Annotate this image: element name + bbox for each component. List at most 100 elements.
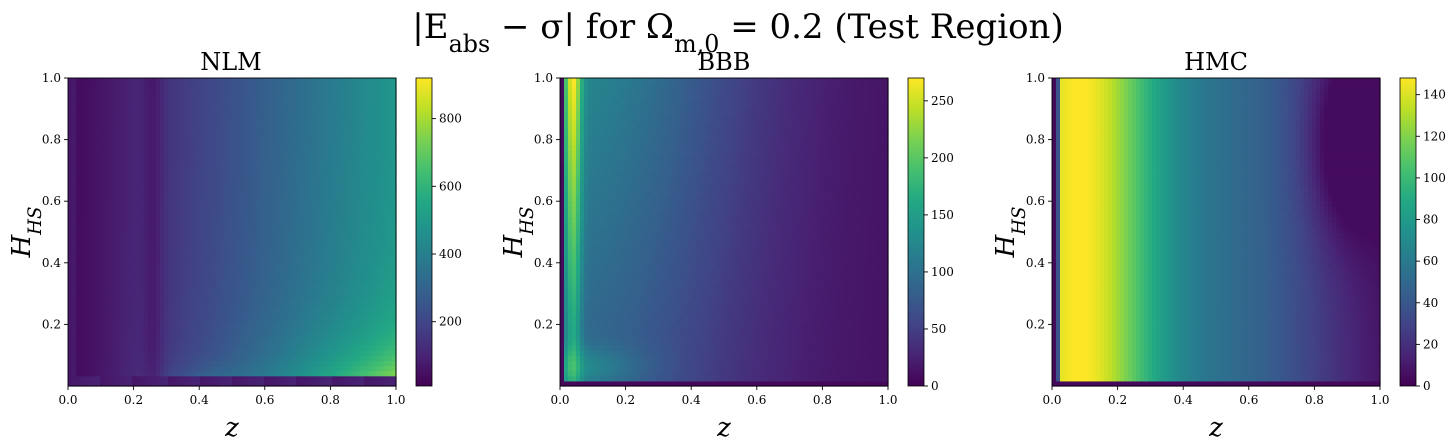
heatmap-cell xyxy=(204,242,209,248)
heatmap-cell xyxy=(88,355,93,361)
heatmap-cell xyxy=(212,288,217,295)
heatmap-cell xyxy=(164,206,169,213)
heatmap-cell xyxy=(272,314,277,320)
heatmap-cell xyxy=(108,334,113,341)
heatmap-cell xyxy=(232,344,237,351)
heatmap-cell xyxy=(332,303,337,310)
heatmap-cell xyxy=(68,196,73,202)
heatmap-cell xyxy=(244,252,249,259)
heatmap-cell xyxy=(560,334,565,341)
heatmap-cell xyxy=(160,190,165,197)
heatmap-cell xyxy=(340,334,345,341)
heatmap-cell xyxy=(340,196,345,202)
heatmap-cell xyxy=(128,273,133,279)
heatmap-cell xyxy=(372,288,377,295)
heatmap-cell xyxy=(300,365,305,372)
heatmap-cell xyxy=(152,165,157,171)
heatmap-cell xyxy=(112,242,117,248)
heatmap-cell xyxy=(124,334,129,341)
heatmap-cell xyxy=(80,237,85,243)
heatmap-cell xyxy=(372,242,377,248)
heatmap-cell xyxy=(208,196,213,202)
heatmap-cell xyxy=(192,257,197,264)
heatmap-cell xyxy=(164,175,169,182)
heatmap-cell xyxy=(156,119,161,125)
heatmap-cell xyxy=(172,170,177,177)
heatmap-cell xyxy=(372,355,377,361)
heatmap-cell xyxy=(156,201,161,207)
heatmap-cell xyxy=(68,334,73,341)
heatmap-cell xyxy=(76,232,81,238)
heatmap-cell xyxy=(344,355,349,361)
heatmap-cell xyxy=(308,247,313,254)
heatmap-cell xyxy=(348,206,353,213)
heatmap-cell xyxy=(176,155,181,161)
heatmap-cell xyxy=(68,365,73,372)
heatmap-cell xyxy=(92,283,97,290)
heatmap-cell xyxy=(240,201,245,207)
heatmap-cell xyxy=(332,226,337,233)
heatmap-cell xyxy=(164,288,169,295)
heatmap-cell xyxy=(196,129,201,136)
heatmap-cell xyxy=(212,180,217,187)
heatmap-cell xyxy=(144,196,149,202)
heatmap-cell xyxy=(260,201,265,207)
heatmap-cell xyxy=(308,124,313,130)
heatmap-cell xyxy=(88,232,93,238)
heatmap-cell xyxy=(172,350,177,356)
heatmap-cell xyxy=(188,144,193,151)
heatmap-cell xyxy=(84,257,89,264)
heatmap-cell xyxy=(92,273,97,279)
heatmap-cell xyxy=(248,113,253,120)
heatmap-cell xyxy=(212,267,217,274)
heatmap-cell xyxy=(248,185,253,192)
heatmap-cell xyxy=(176,175,181,182)
heatmap-cell xyxy=(260,257,265,264)
heatmap-cell xyxy=(192,108,197,115)
heatmap-cell xyxy=(356,339,361,346)
heatmap-cell xyxy=(384,139,389,146)
heatmap-cell xyxy=(128,329,133,336)
heatmap-cell xyxy=(312,196,317,202)
heatmap-cell xyxy=(212,324,217,331)
heatmap-cell xyxy=(284,190,289,197)
heatmap-cell xyxy=(92,201,97,207)
heatmap-cell xyxy=(140,185,145,192)
heatmap-cell xyxy=(336,247,341,254)
heatmap-cell xyxy=(164,211,169,218)
heatmap-cell xyxy=(392,370,397,377)
heatmap-cell xyxy=(140,88,145,94)
heatmap-cell xyxy=(344,124,349,130)
heatmap-cell xyxy=(172,262,177,269)
heatmap-cell xyxy=(88,113,93,120)
heatmap-cell xyxy=(68,242,73,248)
heatmap-cell xyxy=(148,257,153,264)
heatmap-cell xyxy=(256,175,261,182)
heatmap-cell xyxy=(352,201,357,207)
heatmap-cell xyxy=(264,365,269,372)
heatmap-cell xyxy=(388,344,393,351)
heatmap-cell xyxy=(228,78,233,84)
heatmap-cell xyxy=(252,247,257,254)
heatmap-cell xyxy=(148,180,153,187)
heatmap-cell xyxy=(192,380,197,387)
heatmap-cell xyxy=(228,303,233,310)
heatmap-cell xyxy=(172,129,177,136)
heatmap-cell xyxy=(344,324,349,331)
heatmap-cell xyxy=(164,319,169,325)
heatmap-cell xyxy=(284,149,289,156)
heatmap-cell xyxy=(292,129,297,136)
heatmap-cell xyxy=(380,344,385,351)
heatmap-cell xyxy=(168,211,173,218)
heatmap-cell xyxy=(132,201,137,207)
heatmap-cell xyxy=(280,350,285,356)
heatmap-cell xyxy=(184,226,189,233)
heatmap-cell xyxy=(84,206,89,213)
heatmap-cell xyxy=(372,370,377,377)
heatmap-cell xyxy=(188,334,193,341)
heatmap-cell xyxy=(280,216,285,223)
heatmap-cell xyxy=(96,170,101,177)
heatmap-cell xyxy=(368,319,373,325)
heatmap-cell xyxy=(120,237,125,243)
heatmap-cell xyxy=(248,144,253,151)
